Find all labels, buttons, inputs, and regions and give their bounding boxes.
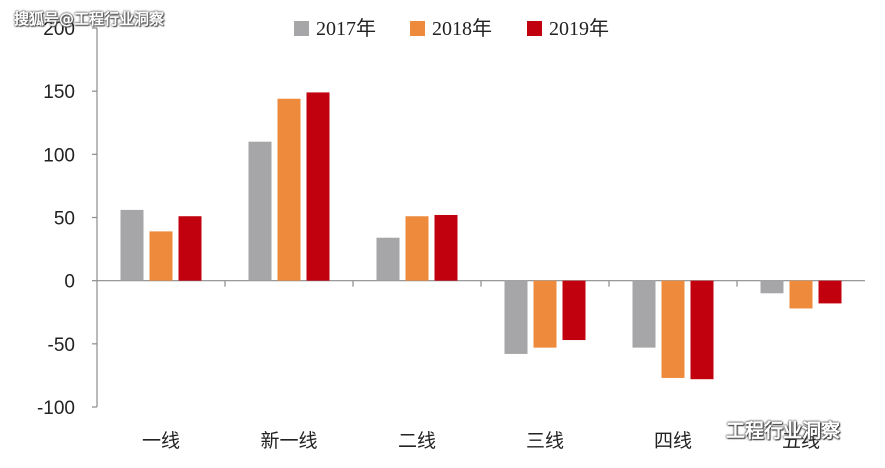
x-category-label: 新一线 xyxy=(260,430,317,452)
x-category-label: 五线 xyxy=(782,430,820,452)
watermark-bottom-text: 工程行业洞察 xyxy=(726,420,841,442)
y-tick-label: -50 xyxy=(48,335,75,356)
bar-2017年-五线 xyxy=(760,280,784,294)
legend-swatch xyxy=(294,21,309,36)
legend-swatch xyxy=(527,21,542,36)
bar-2017年-新一线 xyxy=(248,141,272,281)
legend-label: 2017年 xyxy=(316,17,376,40)
bar-2018年-四线 xyxy=(661,280,685,378)
bar-2018年-二线 xyxy=(405,216,429,281)
y-tick-label: 100 xyxy=(43,145,75,166)
x-category-label: 一线 xyxy=(142,430,180,452)
bar-2019年-一线 xyxy=(178,216,202,281)
legend-swatch xyxy=(410,21,425,36)
watermark-top: 搜狐号@工程行业洞察 xyxy=(14,10,165,28)
bar-2019年-三线 xyxy=(562,280,586,341)
watermark-bottom: 工程行业洞察 xyxy=(696,416,840,443)
bar-2017年-四线 xyxy=(632,280,656,348)
bar-2018年-五线 xyxy=(789,280,813,309)
bar-2017年-二线 xyxy=(376,237,400,281)
bar-2018年-一线 xyxy=(149,231,173,281)
y-tick-label: 0 xyxy=(64,272,75,293)
x-category-label: 四线 xyxy=(654,430,692,452)
bar-2018年-新一线 xyxy=(277,98,301,281)
bar-2017年-一线 xyxy=(120,209,144,281)
x-category-label: 二线 xyxy=(398,430,436,452)
bar-2019年-二线 xyxy=(434,214,458,281)
legend-label: 2018年 xyxy=(432,17,492,40)
bar-2019年-五线 xyxy=(818,280,842,304)
bar-2018年-三线 xyxy=(533,280,557,348)
x-category-label: 三线 xyxy=(526,430,564,452)
legend-label: 2019年 xyxy=(549,17,609,40)
bar-2017年-三线 xyxy=(504,280,528,354)
y-tick-label: -100 xyxy=(37,398,75,419)
wechat-icon xyxy=(696,420,720,438)
bar-2019年-新一线 xyxy=(306,92,330,281)
y-tick-label: 50 xyxy=(54,209,75,230)
y-tick-label: 200 xyxy=(43,19,75,40)
bar-2019年-四线 xyxy=(690,280,714,380)
y-tick-label: 150 xyxy=(43,82,75,103)
